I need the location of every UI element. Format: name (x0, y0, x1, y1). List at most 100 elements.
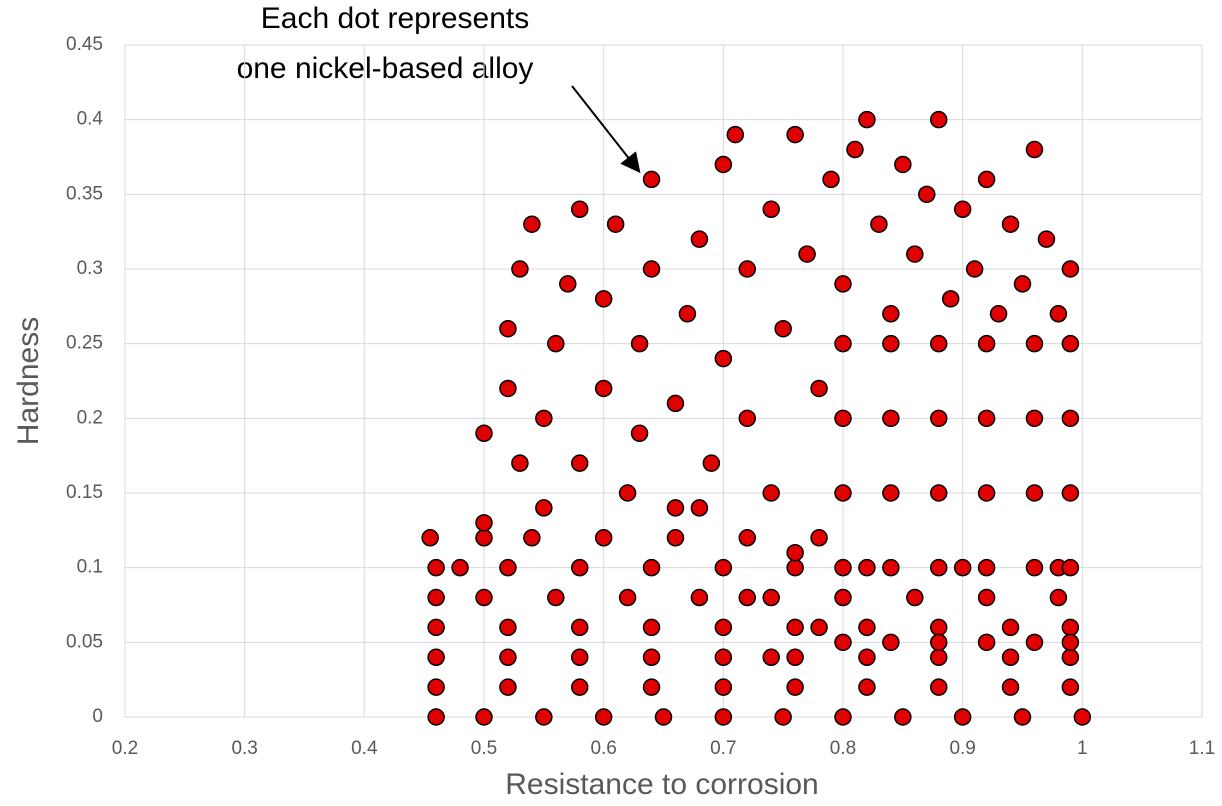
y-tick-label: 0.35 (66, 183, 103, 204)
point (475, 708, 493, 726)
x-tick-label: 0.7 (710, 738, 736, 759)
point (570, 454, 589, 472)
point (570, 678, 589, 696)
point (1061, 260, 1080, 278)
point (714, 349, 733, 368)
x-tick-label: 1 (1077, 738, 1088, 759)
point (929, 678, 948, 696)
point (690, 499, 709, 517)
point (738, 260, 757, 278)
point (1001, 215, 1020, 233)
point (535, 409, 553, 428)
point (858, 618, 876, 637)
point (547, 334, 565, 353)
point (570, 200, 589, 219)
point (894, 708, 912, 726)
point (475, 588, 493, 607)
y-tick-label: 0.45 (66, 34, 103, 55)
point (427, 618, 445, 637)
point (929, 648, 948, 667)
point (642, 558, 661, 577)
point (882, 409, 900, 428)
point (427, 648, 445, 667)
point (834, 708, 852, 726)
point (1001, 618, 1020, 637)
point (714, 678, 733, 696)
point (882, 305, 900, 323)
point (989, 305, 1008, 323)
y-tick-label: 0.2 (77, 407, 103, 428)
point (714, 618, 733, 637)
y-tick-label: 0.15 (66, 482, 103, 503)
point (499, 319, 517, 338)
point (642, 260, 661, 278)
point (1001, 648, 1020, 667)
point (666, 394, 685, 413)
point (822, 170, 840, 189)
point (834, 633, 852, 652)
x-tick-label: 0.8 (830, 738, 856, 759)
points (421, 110, 1092, 726)
point (858, 678, 876, 696)
point (953, 200, 972, 219)
point (786, 543, 804, 562)
point (606, 215, 625, 233)
point (882, 334, 900, 353)
point (846, 140, 864, 159)
point (977, 588, 996, 607)
point (882, 484, 900, 502)
point (642, 170, 661, 189)
point (977, 409, 996, 428)
x-tick-label: 0.5 (471, 738, 497, 759)
point (714, 648, 733, 667)
point (642, 648, 661, 667)
point (1025, 558, 1044, 577)
point (570, 648, 589, 667)
annotation-arrow (571, 85, 641, 174)
point (929, 558, 948, 577)
point (1037, 230, 1056, 248)
point (570, 558, 589, 577)
y-axis-title: Hardness (12, 317, 45, 445)
point (499, 379, 517, 398)
point (929, 334, 948, 353)
point (929, 110, 948, 129)
point (953, 708, 972, 726)
point (774, 319, 792, 338)
y-tick-label: 0.1 (77, 557, 103, 578)
point (690, 588, 709, 607)
point (1013, 708, 1032, 726)
point (642, 618, 661, 637)
point (918, 185, 936, 204)
point (523, 529, 541, 547)
point (630, 334, 649, 353)
point (1013, 275, 1032, 293)
point (882, 558, 900, 577)
point (786, 678, 804, 696)
point (678, 305, 697, 323)
point (810, 529, 828, 547)
x-axis-title: Resistance to corrosion (505, 768, 818, 801)
point (475, 529, 493, 547)
point (1061, 484, 1080, 502)
x-tick-label: 1.1 (1189, 738, 1215, 759)
point (1073, 708, 1092, 726)
point (977, 334, 996, 353)
point (690, 230, 709, 248)
point (427, 588, 445, 607)
x-tick-label: 0.4 (351, 738, 378, 759)
x-tick-label: 0.9 (949, 738, 975, 759)
point (834, 588, 852, 607)
point (762, 648, 780, 667)
point (618, 484, 637, 502)
point (738, 529, 757, 547)
point (894, 155, 912, 174)
point (1049, 588, 1068, 607)
point (786, 648, 804, 667)
point (594, 379, 613, 398)
point (834, 484, 852, 502)
point (475, 424, 493, 443)
point (870, 215, 888, 233)
point (1025, 409, 1044, 428)
point (714, 558, 733, 577)
